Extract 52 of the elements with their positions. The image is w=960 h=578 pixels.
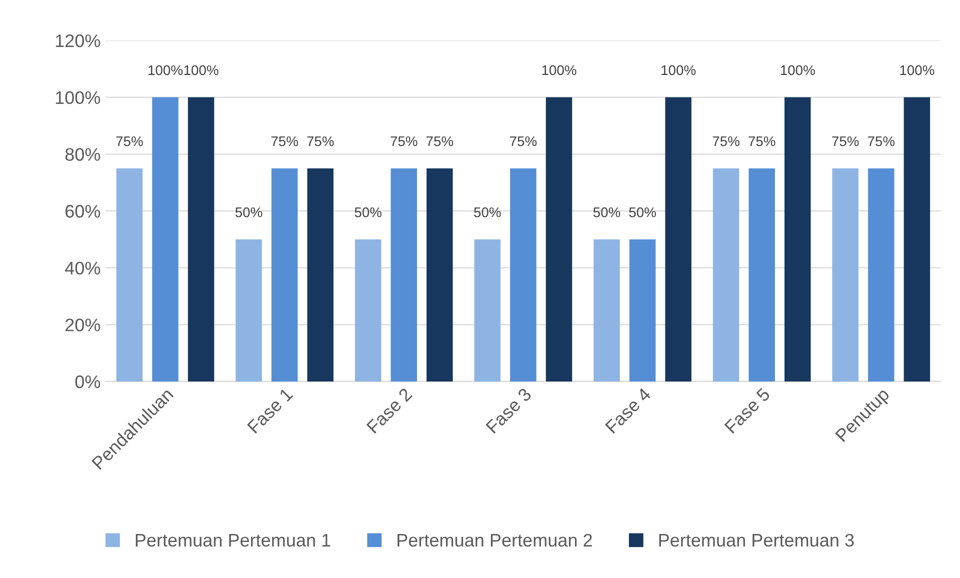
- bar: [712, 168, 740, 382]
- bar: [188, 97, 214, 382]
- y-tick-label: 20%: [66, 318, 100, 332]
- data-label: 50%: [474, 207, 501, 218]
- bar: [236, 239, 262, 382]
- y-tick-label: 80%: [65, 148, 100, 161]
- bar: [904, 97, 930, 382]
- data-label: 50%: [593, 207, 620, 218]
- bar: [116, 168, 143, 382]
- bar: [832, 168, 858, 382]
- bar: [748, 168, 775, 382]
- data-label: 50%: [235, 207, 262, 218]
- bar: [546, 97, 572, 382]
- data-label: 100%: [148, 65, 183, 76]
- data-label: 75%: [116, 136, 143, 146]
- data-label: 75%: [868, 136, 895, 146]
- legend-label: Pertemuan Pertemuan 2: [398, 534, 592, 547]
- data-label: 75%: [271, 136, 298, 146]
- y-tick-label: 0%: [75, 375, 100, 388]
- data-label: 50%: [354, 207, 382, 218]
- bar: [354, 239, 382, 382]
- data-label: 75%: [748, 136, 776, 146]
- data-label: 100%: [542, 65, 576, 76]
- bar: [307, 168, 334, 382]
- data-label: 75%: [426, 136, 454, 146]
- bar: [426, 168, 453, 382]
- bar: [784, 97, 811, 382]
- y-tick-label: 40%: [65, 262, 100, 275]
- data-label: 100%: [662, 65, 696, 76]
- data-label: 100%: [900, 65, 934, 76]
- data-label: 75%: [390, 136, 418, 146]
- data-label: 50%: [629, 207, 656, 218]
- y-tick-label: 60%: [66, 204, 100, 218]
- data-label: 100%: [780, 65, 815, 76]
- data-label: 100%: [184, 65, 218, 76]
- bar: [665, 97, 692, 382]
- bar: [510, 168, 536, 382]
- bar: [390, 168, 418, 382]
- bar: [271, 168, 298, 382]
- data-label: 75%: [307, 136, 334, 146]
- data-label: 75%: [712, 136, 740, 146]
- bar: [629, 239, 656, 382]
- bar: [152, 97, 178, 382]
- data-label: 75%: [510, 136, 537, 146]
- bar: [474, 239, 501, 382]
- y-tick-label: 100%: [56, 91, 100, 104]
- data-label: 75%: [832, 136, 859, 146]
- y-tick-label: 120%: [56, 34, 100, 48]
- legend-label: Pertemuan Pertemuan 1: [136, 534, 330, 547]
- bar: [868, 168, 894, 382]
- bar: [594, 239, 620, 382]
- legend-label: Pertemuan Pertemuan 3: [659, 534, 854, 547]
